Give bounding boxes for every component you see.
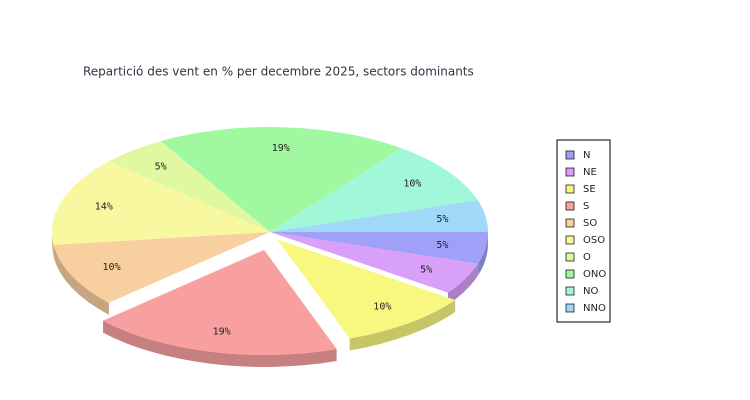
legend-label: ONO <box>583 269 606 280</box>
legend-label: S <box>583 201 589 212</box>
slice <box>161 127 402 232</box>
slice-side <box>447 263 478 305</box>
legend-label: NO <box>583 286 598 297</box>
data-label: 5% <box>155 162 167 173</box>
legend-swatch <box>565 269 575 279</box>
legend-swatch <box>565 286 575 296</box>
data-label: 19% <box>272 143 290 154</box>
legend-swatch <box>565 235 575 245</box>
legend-label: O <box>583 252 591 263</box>
slice-side <box>103 320 337 367</box>
legend-label: SE <box>583 184 596 195</box>
chart-title: Repartició des vent en % per decembre 20… <box>83 65 474 79</box>
legend-swatch <box>565 252 575 262</box>
slice <box>277 239 456 339</box>
legend-label: OSO <box>583 235 605 246</box>
legend-label: N <box>583 150 590 161</box>
legend: N NE SE S SO OSO O ONO NO NNO <box>565 150 606 314</box>
slice-side <box>52 232 54 257</box>
legend-swatch <box>565 218 575 228</box>
slice-side <box>53 244 109 315</box>
data-label: 14% <box>95 202 113 213</box>
slice-side <box>477 232 488 276</box>
legend-swatch <box>565 201 575 211</box>
slice-side <box>349 300 456 351</box>
pie: 5% 5% 10% 14% 5% 19% 10% 5% 10% 19% <box>51 127 488 367</box>
data-label: 5% <box>436 240 448 251</box>
legend-label: SO <box>583 218 597 229</box>
slice <box>270 148 478 232</box>
legend-swatch <box>565 303 575 313</box>
legend-swatch <box>565 184 575 194</box>
legend-swatch <box>565 150 575 160</box>
slice <box>103 249 337 355</box>
slice <box>270 232 488 264</box>
slice <box>108 141 270 232</box>
legend-label: NE <box>583 167 597 178</box>
legend-swatch <box>565 167 575 177</box>
data-label: 10% <box>373 301 391 312</box>
slice <box>270 200 488 232</box>
slice <box>53 232 270 303</box>
data-label: 10% <box>103 262 121 273</box>
legend-label: NNO <box>583 303 606 314</box>
data-label: 5% <box>420 264 432 275</box>
slice <box>51 161 271 245</box>
slice <box>270 232 478 293</box>
data-label: 10% <box>403 178 421 189</box>
data-label: 19% <box>213 326 231 337</box>
data-label: 5% <box>436 214 448 225</box>
